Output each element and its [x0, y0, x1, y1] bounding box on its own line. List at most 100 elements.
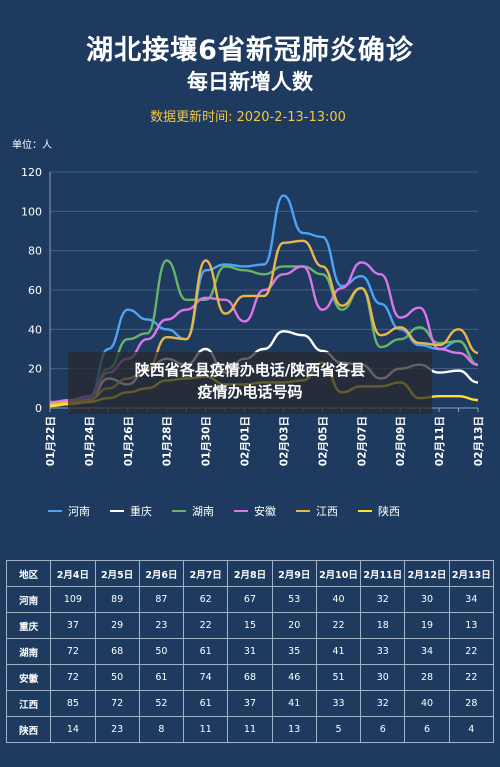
table-cell: 72	[50, 664, 96, 691]
series-line-湖南	[49, 259, 479, 408]
table-cell: 33	[315, 690, 362, 717]
table-header-row: 地区 2月4日 2月5日 2月6日 2月7日 2月8日 2月9日 2月10日 2月11日 2月12…	[5, 560, 495, 587]
y-tick-label: 80	[28, 245, 42, 258]
table-cell: 40	[404, 690, 450, 717]
table-cell: 50	[138, 638, 185, 665]
page-title: 湖北接壤6省新冠肺炎确诊	[86, 35, 414, 66]
table-cell: 34	[448, 586, 495, 613]
table-cell: 13	[271, 716, 317, 743]
x-tick-label: 02月01日	[240, 416, 252, 466]
table-column-header: 2月12日	[404, 560, 450, 587]
update-time: 数据更新时间: 2020-2-13-13:00	[0, 106, 500, 125]
legend-swatch	[48, 510, 62, 512]
table-body: 河南 109 89 87 62 67 53 40 32 30 34 重庆 37 29 23 22 15 20 22 1…	[5, 586, 495, 743]
table-row: 湖南 72 68 50 61 31 35 41 33 34 22	[5, 638, 495, 665]
table-cell: 4	[448, 716, 495, 743]
unit-label: 单位：人	[12, 140, 52, 151]
table-cell: 30	[404, 586, 450, 613]
table-row: 陕西 14 23 8 11 11 13 5 6 6 4	[5, 716, 495, 743]
legend-swatch	[172, 510, 186, 512]
table-corner-header: 地区	[5, 560, 52, 587]
table-column-header: 2月4日	[50, 560, 96, 587]
table-cell: 109	[50, 586, 96, 613]
table-cell: 14	[50, 716, 96, 743]
legend-item: 江西	[296, 503, 338, 519]
table-cell: 46	[271, 664, 317, 691]
x-tick-label: 02月11日	[434, 416, 446, 466]
table-row-header: 安徽	[5, 664, 52, 691]
table-column-header: 2月8日	[227, 560, 273, 587]
overlay-line-2: 疫情办电话号码	[197, 383, 303, 401]
table-cell: 50	[94, 664, 140, 691]
table-cell: 41	[315, 638, 362, 665]
table-column-header: 2月10日	[315, 560, 362, 587]
table-column-header: 2月9日	[271, 560, 317, 587]
table-cell: 85	[50, 690, 96, 717]
table-cell: 72	[50, 638, 96, 665]
table-cell: 28	[448, 690, 495, 717]
table-row: 安徽 72 50 61 74 68 46 51 30 28 22	[5, 664, 495, 691]
legend-swatch	[358, 510, 372, 512]
line-chart: 0 20 40 60 80 100 120 01月22日 01月24日 01月26日 01月28日 0…	[21, 166, 485, 466]
legend-label: 江西	[316, 505, 338, 518]
table-cell: 51	[315, 664, 362, 691]
x-tick-label: 01月22日	[45, 416, 57, 466]
table-cell: 15	[227, 612, 273, 639]
y-tick-label: 100	[21, 205, 42, 218]
table-cell: 41	[271, 690, 317, 717]
table-row-header: 河南	[5, 586, 52, 613]
table-cell: 89	[94, 586, 140, 613]
table-cell: 22	[315, 612, 362, 639]
x-tick-label: 02月05日	[317, 416, 329, 466]
legend-item: 湖南	[172, 503, 214, 519]
y-tick-label: 20	[28, 363, 42, 376]
table-cell: 13	[448, 612, 495, 639]
table-cell: 61	[183, 638, 229, 665]
table-cell: 22	[183, 612, 229, 639]
table-cell: 68	[94, 638, 140, 665]
table-cell: 30	[360, 664, 406, 691]
x-tick-label: 02月13日	[473, 416, 485, 466]
legend-label: 湖南	[192, 505, 214, 518]
y-tick-label: 40	[28, 323, 42, 336]
table-cell: 61	[138, 664, 185, 691]
table-cell: 74	[183, 664, 229, 691]
x-tick-label: 01月26日	[123, 416, 135, 466]
table-cell: 37	[50, 612, 96, 639]
table-column-header: 2月7日	[183, 560, 229, 587]
table-cell: 52	[138, 690, 185, 717]
table-cell: 11	[183, 716, 229, 743]
y-tick-label: 120	[21, 166, 42, 179]
x-tick-label: 01月24日	[84, 416, 96, 466]
table-cell: 53	[271, 586, 317, 613]
series-line-河南	[49, 194, 479, 406]
table-cell: 29	[94, 612, 140, 639]
table-cell: 23	[94, 716, 140, 743]
table-cell: 19	[404, 612, 450, 639]
table-cell: 20	[271, 612, 317, 639]
page-subtitle: 每日新增人数	[187, 70, 313, 94]
table-column-header: 2月13日	[448, 560, 495, 587]
table-cell: 87	[138, 586, 185, 613]
table-cell: 33	[360, 638, 406, 665]
table-row: 重庆 37 29 23 22 15 20 22 18 19 13	[5, 612, 495, 639]
legend-swatch	[234, 510, 248, 512]
legend-swatch	[296, 510, 310, 512]
table-cell: 22	[448, 664, 495, 691]
legend-label: 安徽	[254, 505, 276, 518]
x-tick-label: 02月03日	[278, 416, 290, 466]
legend-item: 河南	[48, 503, 90, 519]
table-cell: 62	[183, 586, 229, 613]
data-table: 地区 2月4日 2月5日 2月6日 2月7日 2月8日 2月9日 2月10日 2月11日 2月12…	[5, 560, 495, 743]
table-cell: 22	[448, 638, 495, 665]
x-tick-label: 02月07日	[356, 416, 368, 466]
table-cell: 61	[183, 690, 229, 717]
legend-item: 陕西	[358, 503, 400, 519]
update-time-value: 2020-2-13-13:00	[236, 110, 346, 125]
legend-label: 河南	[68, 505, 90, 518]
table-cell: 68	[227, 664, 273, 691]
table-cell: 67	[227, 586, 273, 613]
table-row-header: 重庆	[5, 612, 52, 639]
table-cell: 40	[315, 586, 362, 613]
table-cell: 31	[227, 638, 273, 665]
